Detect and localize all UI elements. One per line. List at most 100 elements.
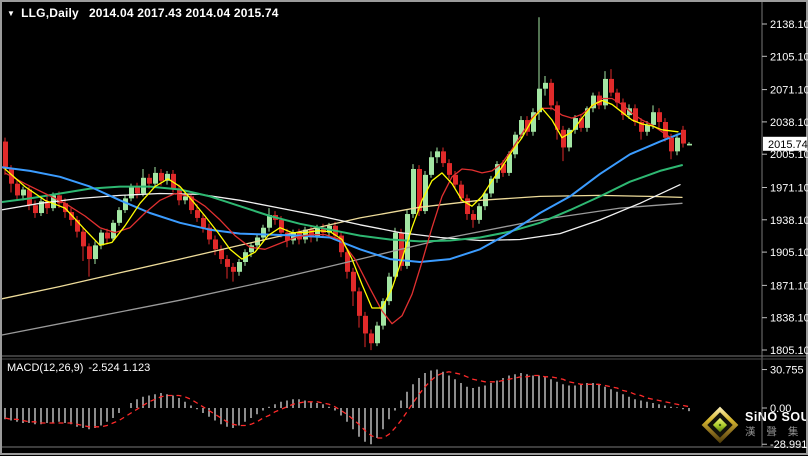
candle-bull (411, 168, 416, 215)
price-tick-label: 2038.10 (770, 117, 808, 129)
candle-bull (39, 201, 44, 214)
price-tick-label: 1971.10 (770, 182, 808, 194)
price-tick-label: 1905.10 (770, 247, 808, 259)
candle-bear (561, 129, 566, 148)
candle-bull (585, 108, 590, 128)
candle-bear (105, 232, 110, 239)
candle-bull (675, 137, 680, 152)
candle-bear (351, 271, 356, 292)
candle-bull (123, 198, 128, 211)
candle-bull (249, 245, 254, 253)
ohlc-values-label: 2014.04 2017.43 2014.04 2015.74 (88, 6, 279, 20)
candle-bull (489, 178, 494, 194)
candle-bull (543, 82, 548, 89)
candle-bull (237, 261, 242, 272)
candle-bull (435, 151, 440, 158)
candle-bull (267, 214, 272, 228)
ma-green-slow (0, 164, 683, 243)
candle-bull (291, 232, 296, 241)
logo-text-cn: 漢 聲 集 團 (745, 426, 808, 439)
candle-bear (189, 196, 194, 211)
candle-bull (519, 120, 524, 135)
ma-yellow-fast (4, 99, 679, 309)
candles-layer (3, 17, 692, 351)
macd-layer (4, 369, 690, 445)
candle-bear (339, 235, 344, 253)
candle-bear (135, 186, 140, 194)
candle-bull (183, 196, 188, 201)
candle-bull (21, 189, 26, 196)
candle-bear (231, 266, 236, 272)
candle-bear (609, 78, 614, 93)
candle-bear (81, 231, 86, 247)
sino-sound-logo: SiNO SOUND 漢 聲 集 團 (700, 405, 808, 445)
candle-bull (117, 210, 122, 223)
candle-bear (279, 219, 284, 233)
price-tick-label: 2005.10 (770, 149, 808, 161)
moving-averages-layer (0, 97, 683, 337)
candle-bear (213, 239, 218, 250)
price-axis[interactable]: 2138.10 2105.10 2071.10 2038.10 2005.10 1971.… (762, 19, 808, 357)
candle-bull (153, 172, 158, 184)
candle-bear (579, 118, 584, 128)
candle-bear (471, 214, 476, 220)
price-tick-label: 2138.10 (770, 19, 808, 31)
candle-bull (495, 164, 500, 179)
candle-bear (225, 259, 230, 267)
candle-bear (465, 198, 470, 215)
current-price-tag (763, 136, 807, 151)
candle-bull (651, 112, 656, 125)
candle-bear (321, 227, 326, 233)
indicator-label: MACD(12,26,9) -2.524 1.123 (7, 362, 150, 374)
macd-axis[interactable]: 30.755 0.00 -28.991 (762, 365, 807, 452)
candle-bear (57, 195, 62, 204)
candle-bull (315, 227, 320, 238)
candle-bear (501, 164, 506, 173)
candle-bear (159, 172, 164, 181)
candle-bear (15, 183, 20, 196)
candle-bear (453, 174, 458, 185)
candle-bear (63, 203, 68, 213)
ma-blue-medium (0, 132, 681, 263)
candle-bull (129, 186, 134, 199)
candle-bull (537, 88, 542, 113)
candle-bear (549, 82, 554, 106)
candle-bull (477, 206, 482, 220)
price-tick-label: 2105.10 (770, 51, 808, 63)
current-price-label: 2015.74 (768, 139, 808, 151)
ma-gray-longterm (0, 202, 683, 337)
logo-text: SiNO SOUND 漢 聲 集 團 (745, 411, 808, 438)
price-tick-label: 1938.10 (770, 215, 808, 227)
candle-bear (219, 249, 224, 260)
logo-text-en: SiNO SOUND (745, 410, 808, 425)
price-tick-label: 1805.10 (770, 345, 808, 357)
candle-bull (303, 229, 308, 240)
candle-bull (165, 173, 170, 181)
candle-bull (645, 124, 650, 132)
chart-title: ▼ LLG,Daily 2014.04 2017.43 2014.04 2015.7… (7, 6, 279, 20)
candle-bull (99, 232, 104, 246)
candle-bear (171, 173, 176, 189)
macd-tick-label: -28.991 (770, 439, 807, 451)
ma-white-slow (0, 184, 681, 242)
candle-bear (357, 291, 362, 316)
macd-values-label: -2.524 1.123 (88, 362, 151, 374)
candle-bear (201, 217, 206, 228)
candle-bull (375, 325, 380, 344)
candle-bull (567, 129, 572, 148)
candle-bull (573, 118, 578, 130)
symbol-dropdown-icon[interactable]: ▼ (7, 9, 16, 18)
candle-bear (45, 201, 50, 209)
candle-bear (285, 232, 290, 241)
candle-bull (93, 245, 98, 260)
candle-bear (3, 141, 8, 169)
candle-bear (669, 137, 674, 152)
candle-bear (555, 105, 560, 130)
macd-tick-label: 0.00 (770, 403, 791, 415)
price-tick-label: 2071.10 (770, 85, 808, 97)
candle-bull (393, 232, 398, 277)
